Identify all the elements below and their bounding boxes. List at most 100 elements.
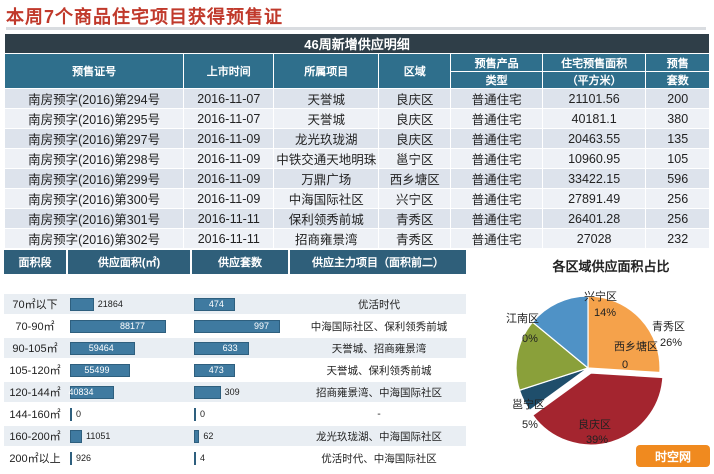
- cell-area: 26401.28: [541, 208, 647, 229]
- pie-label-name: 江南区: [506, 312, 539, 325]
- area-bar-cell: 88177: [70, 316, 198, 336]
- header-district: 区域: [378, 53, 452, 89]
- area-value: 21864: [97, 299, 123, 309]
- cell-date: 2016-11-07: [183, 88, 275, 109]
- cell-project: 中海国际社区: [273, 188, 380, 209]
- cell-project: 龙光玖珑湖: [273, 128, 380, 149]
- cell-date: 2016-11-11: [183, 208, 275, 229]
- sets-bar-cell: 633: [194, 338, 289, 358]
- cell-sets: 200: [645, 88, 710, 109]
- sets-bar-cell: 474: [194, 294, 289, 314]
- segment-row: 160-200㎡ 11051 62 龙光玖珑湖、中海国际社区: [4, 426, 466, 446]
- segment-main-projects: 优活时代、中海国际社区: [321, 452, 437, 465]
- bottom-header-area: 供应面积(㎡): [68, 250, 190, 274]
- pie-label-name: 邕宁区: [512, 397, 545, 411]
- header-product: 预售产品: [450, 53, 543, 72]
- cell-presale: 南房预字(2016)第301号: [3, 208, 185, 229]
- area-segment-table: 面积段 供应面积(㎡) 供应套数 供应主力项目（面积前二） 70㎡以下 21864…: [4, 250, 466, 472]
- cell-presale: 南房预字(2016)第300号: [3, 188, 185, 209]
- pie-label-percent: 26%: [660, 337, 682, 349]
- cell-presale: 南房预字(2016)第294号: [3, 88, 185, 109]
- cell-product: 普通住宅: [450, 88, 543, 109]
- area-bar-cell: 55499: [70, 360, 198, 380]
- cell-district: 邕宁区: [378, 148, 452, 169]
- bottom-header-sets: 供应套数: [192, 250, 288, 274]
- cell-area: 20463.55: [541, 128, 647, 149]
- segment-main-projects: 优活时代: [358, 298, 400, 311]
- sets-bar-cell: 309: [194, 382, 289, 402]
- area-value: 0: [76, 409, 82, 419]
- cell-presale: 南房预字(2016)第302号: [3, 228, 185, 249]
- supply-table: 46周新增供应明细 预售证号 上市时间 所属项目 区域 预售产品 住宅预售面积 …: [3, 33, 710, 249]
- cell-district: 青秀区: [378, 228, 452, 249]
- title-underline: [6, 27, 706, 30]
- pie-label-percent: 5%: [522, 419, 538, 431]
- segment-range: 70-90㎡: [15, 321, 55, 333]
- pie-label-name: 兴宁区: [584, 289, 617, 303]
- area-value: 926: [76, 453, 92, 463]
- cell-project: 保利领秀前城: [273, 208, 380, 229]
- cell-presale: 南房预字(2016)第295号: [3, 108, 185, 129]
- pie-label-name: 西乡塘区: [614, 339, 658, 353]
- cell-district: 西乡塘区: [378, 168, 452, 189]
- cell-date: 2016-11-09: [183, 188, 275, 209]
- bottom-header-main: 供应主力项目（面积前二）: [290, 250, 466, 274]
- pie-label-name: 良庆区: [578, 417, 611, 431]
- pie-slice: [515, 321, 590, 392]
- cell-area: 27028: [541, 228, 647, 249]
- cell-project: 招商雍景湾: [273, 228, 380, 249]
- area-bar-cell: 21864: [70, 294, 198, 314]
- cell-sets: 380: [645, 108, 710, 129]
- segment-range: 160-200㎡: [9, 431, 61, 443]
- table-row: 南房预字(2016)第295号 2016-11-07 天誉城 良庆区 普通住宅 40181…: [3, 108, 710, 129]
- area-bar: [70, 297, 94, 311]
- sets-bar: [194, 429, 200, 443]
- table-row: 南房预字(2016)第301号 2016-11-11 保利领秀前城 青秀区 普通住宅 26…: [3, 208, 710, 229]
- cell-product: 普通住宅: [450, 128, 543, 149]
- area-bar: [70, 407, 72, 421]
- cell-product: 普通住宅: [450, 148, 543, 169]
- segment-row: 144-160㎡ 0 0 -: [4, 404, 466, 424]
- cell-product: 普通住宅: [450, 108, 543, 129]
- area-bar: [70, 341, 135, 355]
- header-area: 住宅预售面积: [541, 53, 647, 72]
- area-bar-cell: 59464: [70, 338, 198, 358]
- table-row: 南房预字(2016)第298号 2016-11-09 中铁交通天地明珠 邕宁区 普通住宅…: [3, 148, 710, 169]
- pie-slice: [531, 295, 589, 370]
- header-date: 上市时间: [183, 53, 275, 89]
- segment-row: 70-90㎡ 88177 997 中海国际社区、保利领秀前城: [4, 316, 466, 336]
- cell-sets: 256: [645, 188, 710, 209]
- area-value: 59464: [88, 343, 114, 353]
- sets-bar: [194, 363, 235, 377]
- pie-label-percent: 0: [622, 359, 628, 371]
- header-presale: 预售证号: [3, 53, 185, 89]
- sets-bar-cell: 4: [194, 448, 289, 468]
- segment-range: 120-144㎡: [9, 387, 61, 399]
- cell-date: 2016-11-11: [183, 228, 275, 249]
- sets-bar: [194, 341, 249, 355]
- sets-value: 997: [254, 321, 270, 331]
- segment-range: 144-160㎡: [9, 409, 61, 421]
- sets-bar-cell: 62: [194, 426, 289, 446]
- segment-row: 70㎡以下 21864 474 优活时代: [4, 294, 466, 314]
- area-bar-cell: 11051: [70, 426, 198, 446]
- segment-row: 120-144㎡ 40834 309 招商雍景湾、中海国际社区: [4, 382, 466, 402]
- sets-bar: [194, 319, 280, 333]
- segment-range: 90-105㎡: [12, 343, 58, 355]
- sets-value: 473: [208, 365, 224, 375]
- sets-value: 309: [224, 387, 240, 397]
- cell-area: 10960.95: [541, 148, 647, 169]
- table-caption: 46周新增供应明细: [4, 33, 710, 54]
- table-row: 南房预字(2016)第297号 2016-11-09 龙光玖珑湖 良庆区 普通住宅 204…: [3, 128, 710, 149]
- cell-date: 2016-11-09: [183, 168, 275, 189]
- header-area-2: （平方米）: [541, 71, 647, 89]
- cell-area: 27891.49: [541, 188, 647, 209]
- cell-sets: 256: [645, 208, 710, 229]
- pie-label-percent: 39%: [586, 434, 608, 446]
- sets-bar-cell: 997: [194, 316, 289, 336]
- page-title: 本周7个商品住宅项目获得预售证: [6, 7, 284, 27]
- segment-range: 70㎡以下: [12, 299, 58, 311]
- table-row: 南房预字(2016)第302号 2016-11-11 招商雍景湾 青秀区 普通住宅 270…: [3, 228, 710, 249]
- cell-product: 普通住宅: [450, 208, 543, 229]
- segment-row: 90-105㎡ 59464 633 天誉城、招商雍景湾: [4, 338, 466, 358]
